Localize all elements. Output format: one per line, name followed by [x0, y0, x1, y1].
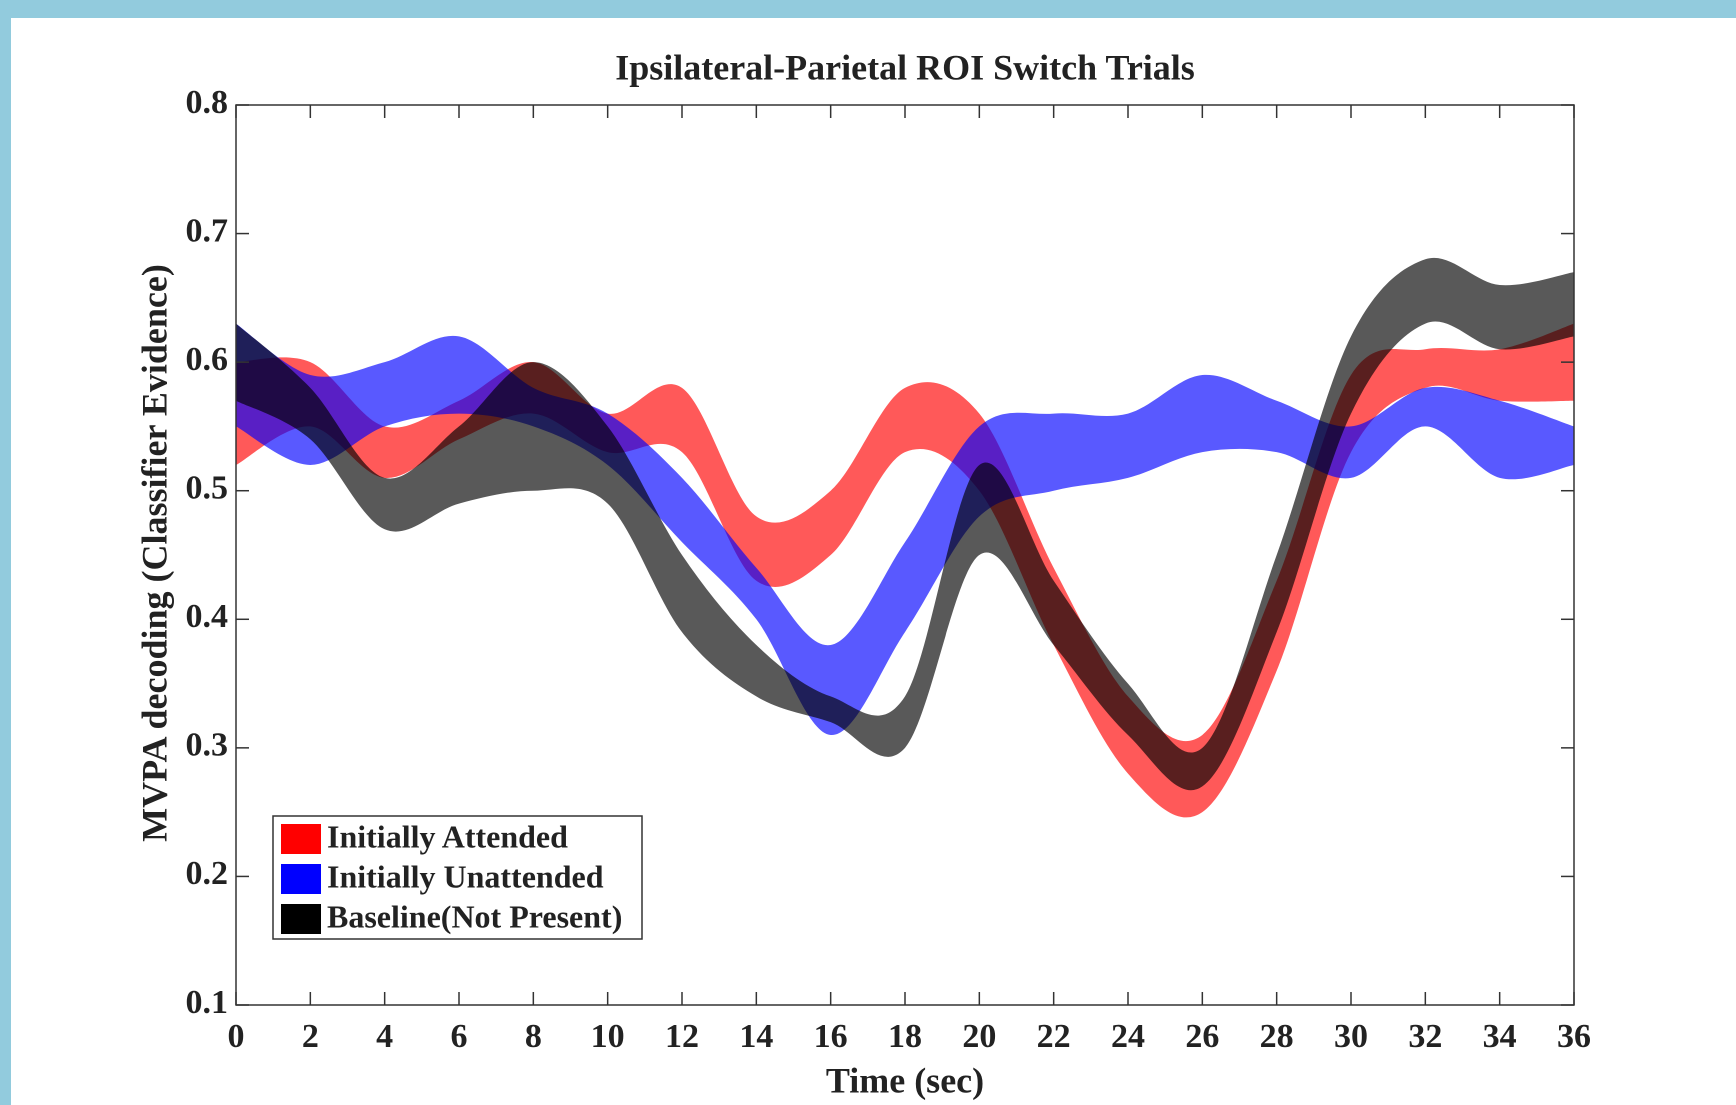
x-tick-label: 22	[1037, 1018, 1071, 1055]
x-tick-label: 18	[888, 1018, 922, 1055]
legend-swatch	[281, 864, 321, 894]
legend-swatch	[281, 824, 321, 854]
y-tick-label: 0.5	[186, 470, 229, 507]
x-tick-label: 30	[1334, 1018, 1368, 1055]
legend-label: Initially Attended	[327, 818, 568, 854]
legend-swatch	[281, 904, 321, 934]
x-tick-label: 28	[1260, 1018, 1294, 1055]
x-tick-label: 24	[1111, 1018, 1145, 1055]
x-tick-label: 14	[739, 1018, 773, 1055]
x-tick-label: 32	[1408, 1018, 1442, 1055]
legend-label: Baseline(Not Present)	[327, 898, 622, 934]
x-tick-label: 26	[1185, 1018, 1219, 1055]
y-tick-label: 0.4	[186, 598, 229, 635]
x-tick-label: 36	[1557, 1018, 1591, 1055]
legend-box	[272, 815, 643, 940]
x-tick-label: 4	[376, 1018, 393, 1055]
x-tick-label: 16	[814, 1018, 848, 1055]
y-tick-label: 0.7	[186, 212, 229, 249]
x-tick-label: 2	[302, 1018, 319, 1055]
x-tick-label: 20	[962, 1018, 996, 1055]
x-tick-label: 0	[228, 1018, 245, 1055]
band	[236, 257, 1574, 791]
y-tick-label: 0.3	[186, 727, 229, 764]
x-tick-label: 8	[525, 1018, 542, 1055]
y-axis-label: MVPA decoding (Classifier Evidence)	[134, 264, 174, 842]
y-tick-label: 0.1	[186, 984, 229, 1021]
chart-title: Ipsilateral-Parietal ROI Switch Trials	[615, 47, 1195, 87]
y-tick-label: 0.8	[186, 84, 229, 121]
x-tick-label: 12	[665, 1018, 699, 1055]
legend-label: Initially Unattended	[327, 858, 604, 894]
x-tick-label: 6	[451, 1018, 468, 1055]
panel	[11, 18, 1736, 1105]
x-axis-label: Time (sec)	[826, 1060, 984, 1100]
legend: Initially Attended Initially Unattended Ba…	[272, 815, 643, 940]
x-tick-label: 34	[1483, 1018, 1517, 1055]
x-tick-label: 10	[591, 1018, 625, 1055]
y-tick-label: 0.2	[186, 855, 229, 892]
y-tick-label: 0.6	[186, 341, 229, 378]
